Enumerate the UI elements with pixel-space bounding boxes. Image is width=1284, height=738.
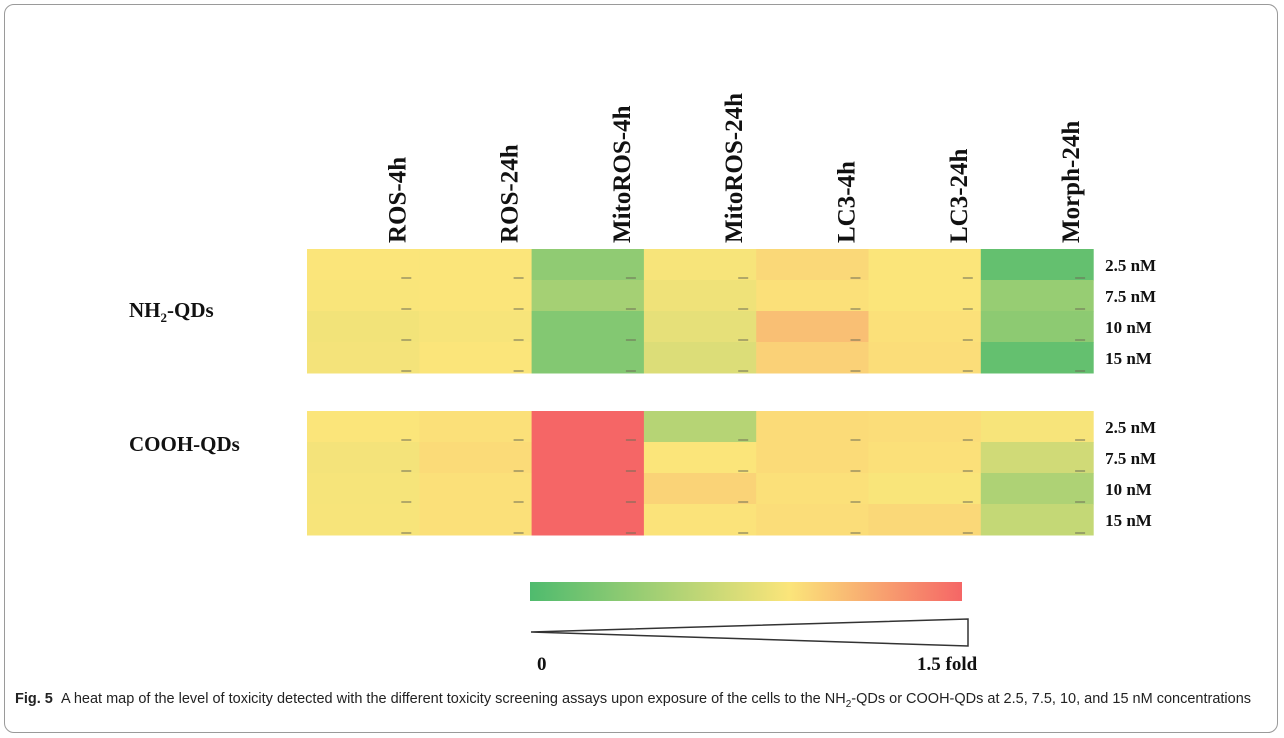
column-label: MitoROS-4h (609, 105, 636, 243)
row-label: 10 nM (1105, 480, 1152, 499)
heatmap-cell (980, 442, 1094, 474)
heatmap-cell (419, 411, 533, 443)
heatmap-chart: ROS-4h ROS-24h MitoROS-4h MitoROS-24h LC3-4h… (129, 93, 1156, 675)
column-label: MitoROS-24h (721, 93, 748, 243)
row-label: 7.5 nM (1105, 449, 1156, 468)
heatmap-cell (868, 442, 982, 474)
row-label: 10 nM (1105, 318, 1152, 337)
heatmap-cell (643, 442, 757, 474)
heatmap-cell (643, 311, 757, 343)
heatmap-cell (419, 504, 533, 536)
heatmap-cell (419, 442, 533, 474)
heatmap-cell (868, 249, 982, 281)
scale-wedge (530, 618, 969, 647)
heatmap-cell (419, 342, 533, 374)
heatmap-cell (531, 311, 645, 343)
group-label: COOH-QDs (129, 432, 240, 456)
heatmap-cell (307, 504, 420, 536)
caption-text-after: -QDs or COOH-QDs at 2.5, 7.5, 10, and 15… (851, 691, 1252, 707)
row-label: 15 nM (1105, 511, 1152, 530)
heatmap-cell (307, 411, 420, 443)
heatmap-cell (643, 411, 757, 443)
heatmap-cell (419, 311, 533, 343)
heatmap-cell (980, 342, 1094, 374)
heatmap-cell (868, 411, 982, 443)
heatmap-cell (756, 442, 870, 474)
heatmap-cell (756, 280, 870, 312)
heatmap-cell (419, 280, 533, 312)
row-label: 2.5 nM (1105, 256, 1156, 275)
column-label: LC3-24h (946, 148, 973, 243)
heatmap-cell (531, 280, 645, 312)
column-label: Morph-24h (1058, 121, 1085, 243)
heatmap-cell (980, 311, 1094, 343)
heatmap-cell (868, 504, 982, 536)
heatmap-cell (868, 311, 982, 343)
heatmap-cell (756, 249, 870, 281)
scale-max-label: 1.5 fold (917, 654, 978, 675)
heatmap-cell (307, 311, 420, 343)
group-label: NH2-QDs (129, 298, 214, 325)
heatmap-cell (307, 249, 420, 281)
heatmap-cell (756, 411, 870, 443)
caption-text-before: A heat map of the level of toxicity dete… (60, 691, 846, 707)
heatmap-cell (868, 473, 982, 505)
heatmap-cell (307, 442, 420, 474)
heatmap-cell (531, 504, 645, 536)
heatmap-cell (531, 249, 645, 281)
heatmap-cell (531, 442, 645, 474)
heatmap-cell (419, 473, 533, 505)
heatmap-cell (643, 280, 757, 312)
heatmap-cell (531, 342, 645, 374)
heatmap-cell (756, 342, 870, 374)
caption-subscript: 2 (845, 698, 852, 710)
heatmap-cell (756, 473, 870, 505)
heatmap-cell (307, 473, 420, 505)
heatmap-cell (531, 473, 645, 505)
scale-min-label: 0 (537, 654, 547, 675)
column-label: ROS-4h (384, 157, 411, 243)
heatmap-cell (307, 342, 420, 374)
heatmap-cell (980, 473, 1094, 505)
row-label: 7.5 nM (1105, 287, 1156, 306)
heatmap-cell (756, 311, 870, 343)
row-label: 2.5 nM (1105, 418, 1156, 437)
row-label: 15 nM (1105, 349, 1152, 368)
color-scale-bar (530, 582, 962, 601)
heatmap-cell (307, 280, 420, 312)
heatmap-cell (643, 473, 757, 505)
figure-frame: ROS-4h ROS-24h MitoROS-4h MitoROS-24h LC3-4h… (4, 4, 1278, 733)
heatmap-cell (756, 504, 870, 536)
heatmap-cell (868, 342, 982, 374)
heatmap-cell (980, 280, 1094, 312)
figure-caption: Fig. 5 A heat map of the level of toxici… (15, 689, 1271, 715)
column-label: LC3-4h (834, 161, 861, 243)
caption-label: Fig. 5 (15, 691, 53, 707)
heatmap-cell (980, 504, 1094, 536)
heatmap-cell (419, 249, 533, 281)
heatmap-cell (643, 342, 757, 374)
heatmap-cell (868, 280, 982, 312)
heatmap-cell (643, 504, 757, 536)
heatmap-cell (980, 411, 1094, 443)
heatmap-cell (980, 249, 1094, 281)
heatmap-cell (643, 249, 757, 281)
column-label: ROS-24h (497, 144, 524, 243)
heatmap-cell (531, 411, 645, 443)
